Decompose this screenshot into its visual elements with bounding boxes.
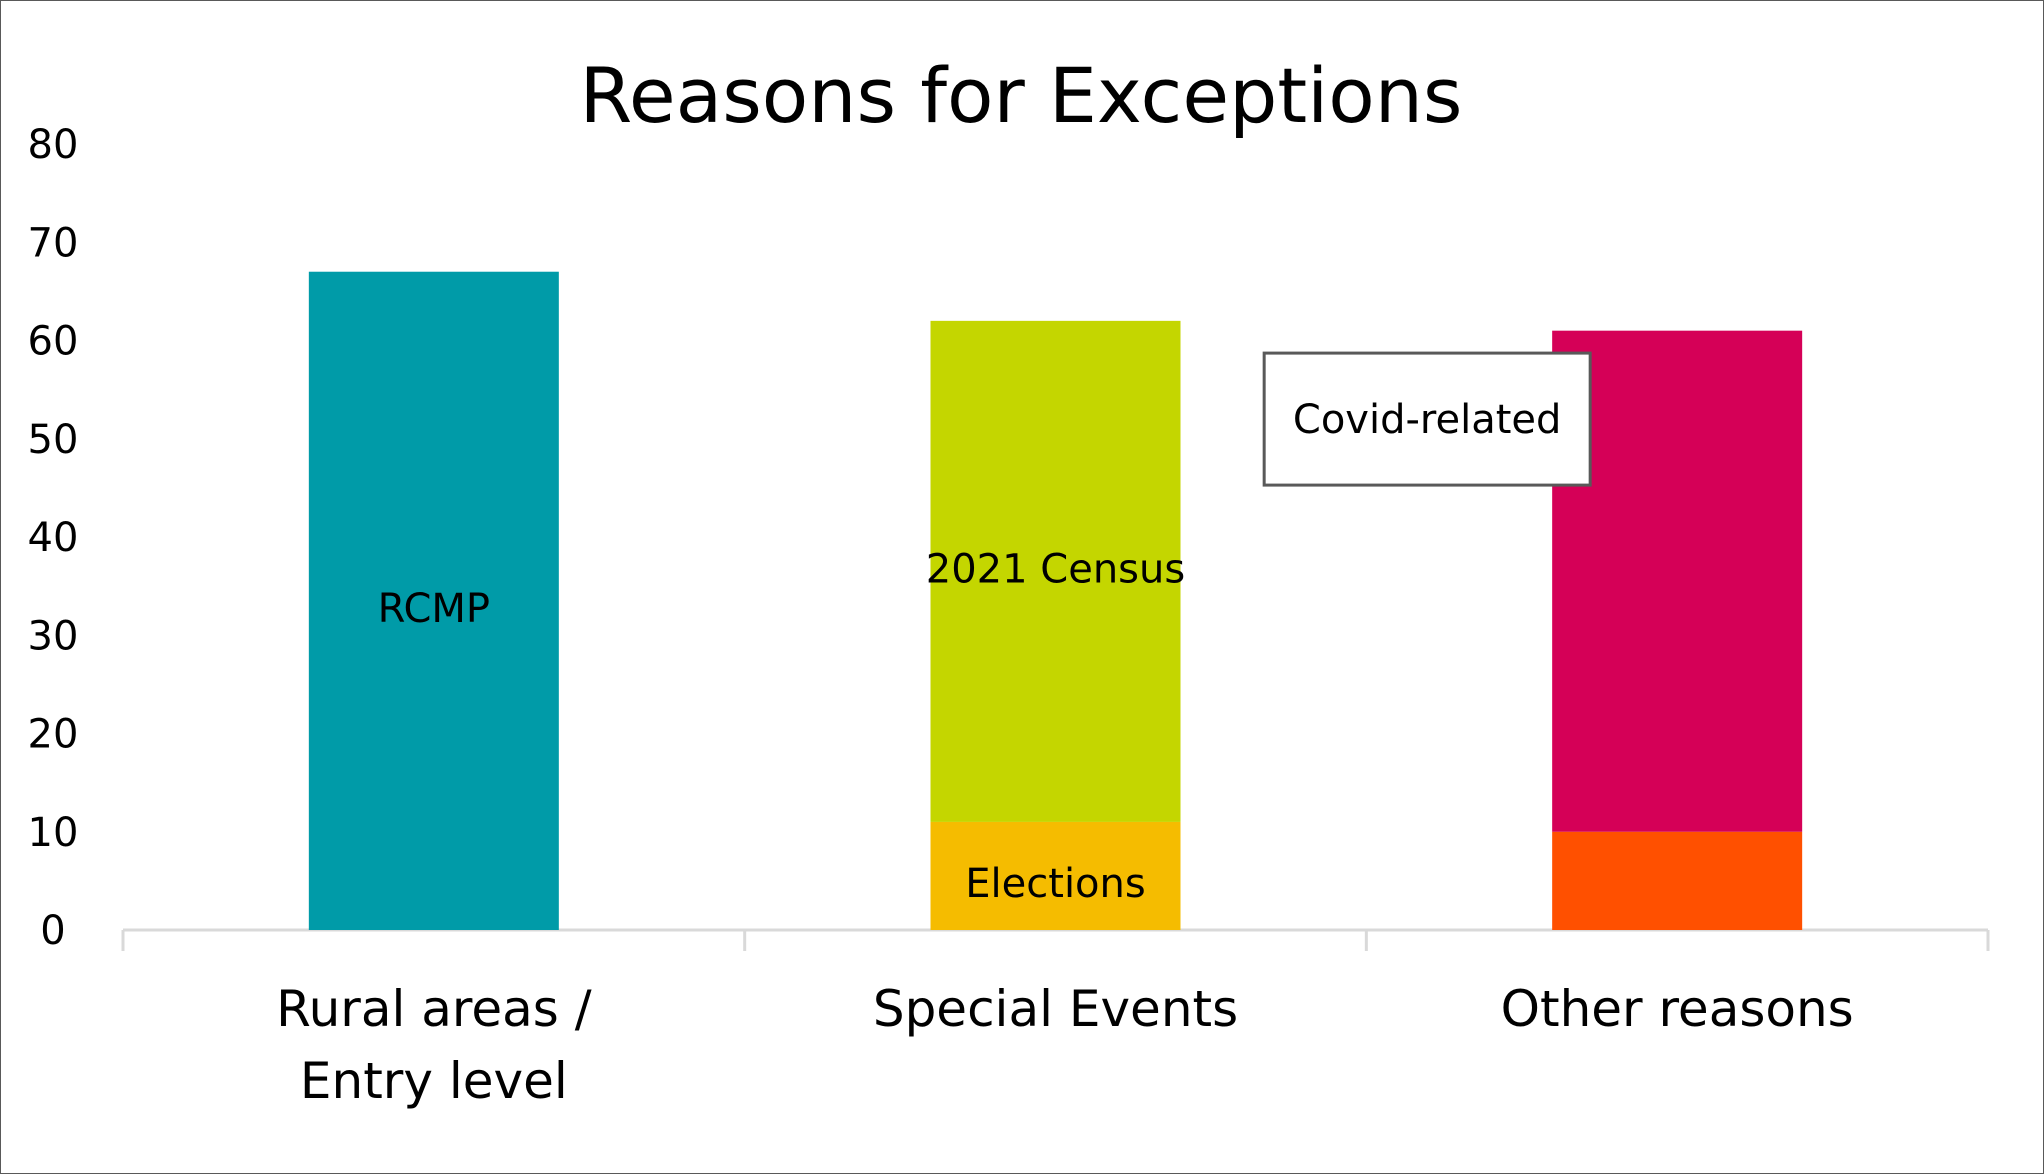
bar-label: RCMP [378, 586, 490, 632]
x-axis: Rural areas / Entry level Special Events Ot… [121, 928, 1990, 1110]
annotations: Covid-related [1262, 351, 1592, 487]
bar-segment [1552, 831, 1803, 930]
y-tick-label: 0 [40, 908, 65, 954]
y-tick-label: 10 [28, 810, 79, 856]
y-tick-label: 40 [28, 515, 79, 561]
annotation-label: Covid-related [1293, 397, 1562, 443]
x-tick-label: Special Events [873, 980, 1238, 1038]
x-tick-label: Rural areas / [276, 980, 592, 1038]
bar-label: Elections [965, 861, 1145, 907]
y-tick-label: 30 [28, 613, 79, 659]
bar-labels: RCMP Elections 2021 Census [378, 546, 1186, 906]
x-tick-label: Entry level [300, 1052, 568, 1110]
y-tick-label: 20 [28, 712, 79, 758]
bars [308, 271, 1803, 931]
bar-segment [1552, 330, 1803, 832]
bar-segment [930, 320, 1181, 822]
y-axis: 0 10 20 30 40 50 60 70 80 [28, 122, 79, 954]
chart-title: Reasons for Exceptions [579, 51, 1462, 140]
y-tick-label: 70 [28, 220, 79, 266]
x-tick-label: Other reasons [1501, 980, 1854, 1038]
bar-segment [308, 271, 559, 931]
bar-label: 2021 Census [926, 546, 1185, 592]
y-tick-label: 60 [28, 319, 79, 365]
y-tick-label: 50 [28, 417, 79, 463]
y-tick-label: 80 [28, 122, 79, 168]
bar-segment [930, 821, 1181, 930]
annotation-box [1262, 351, 1592, 487]
